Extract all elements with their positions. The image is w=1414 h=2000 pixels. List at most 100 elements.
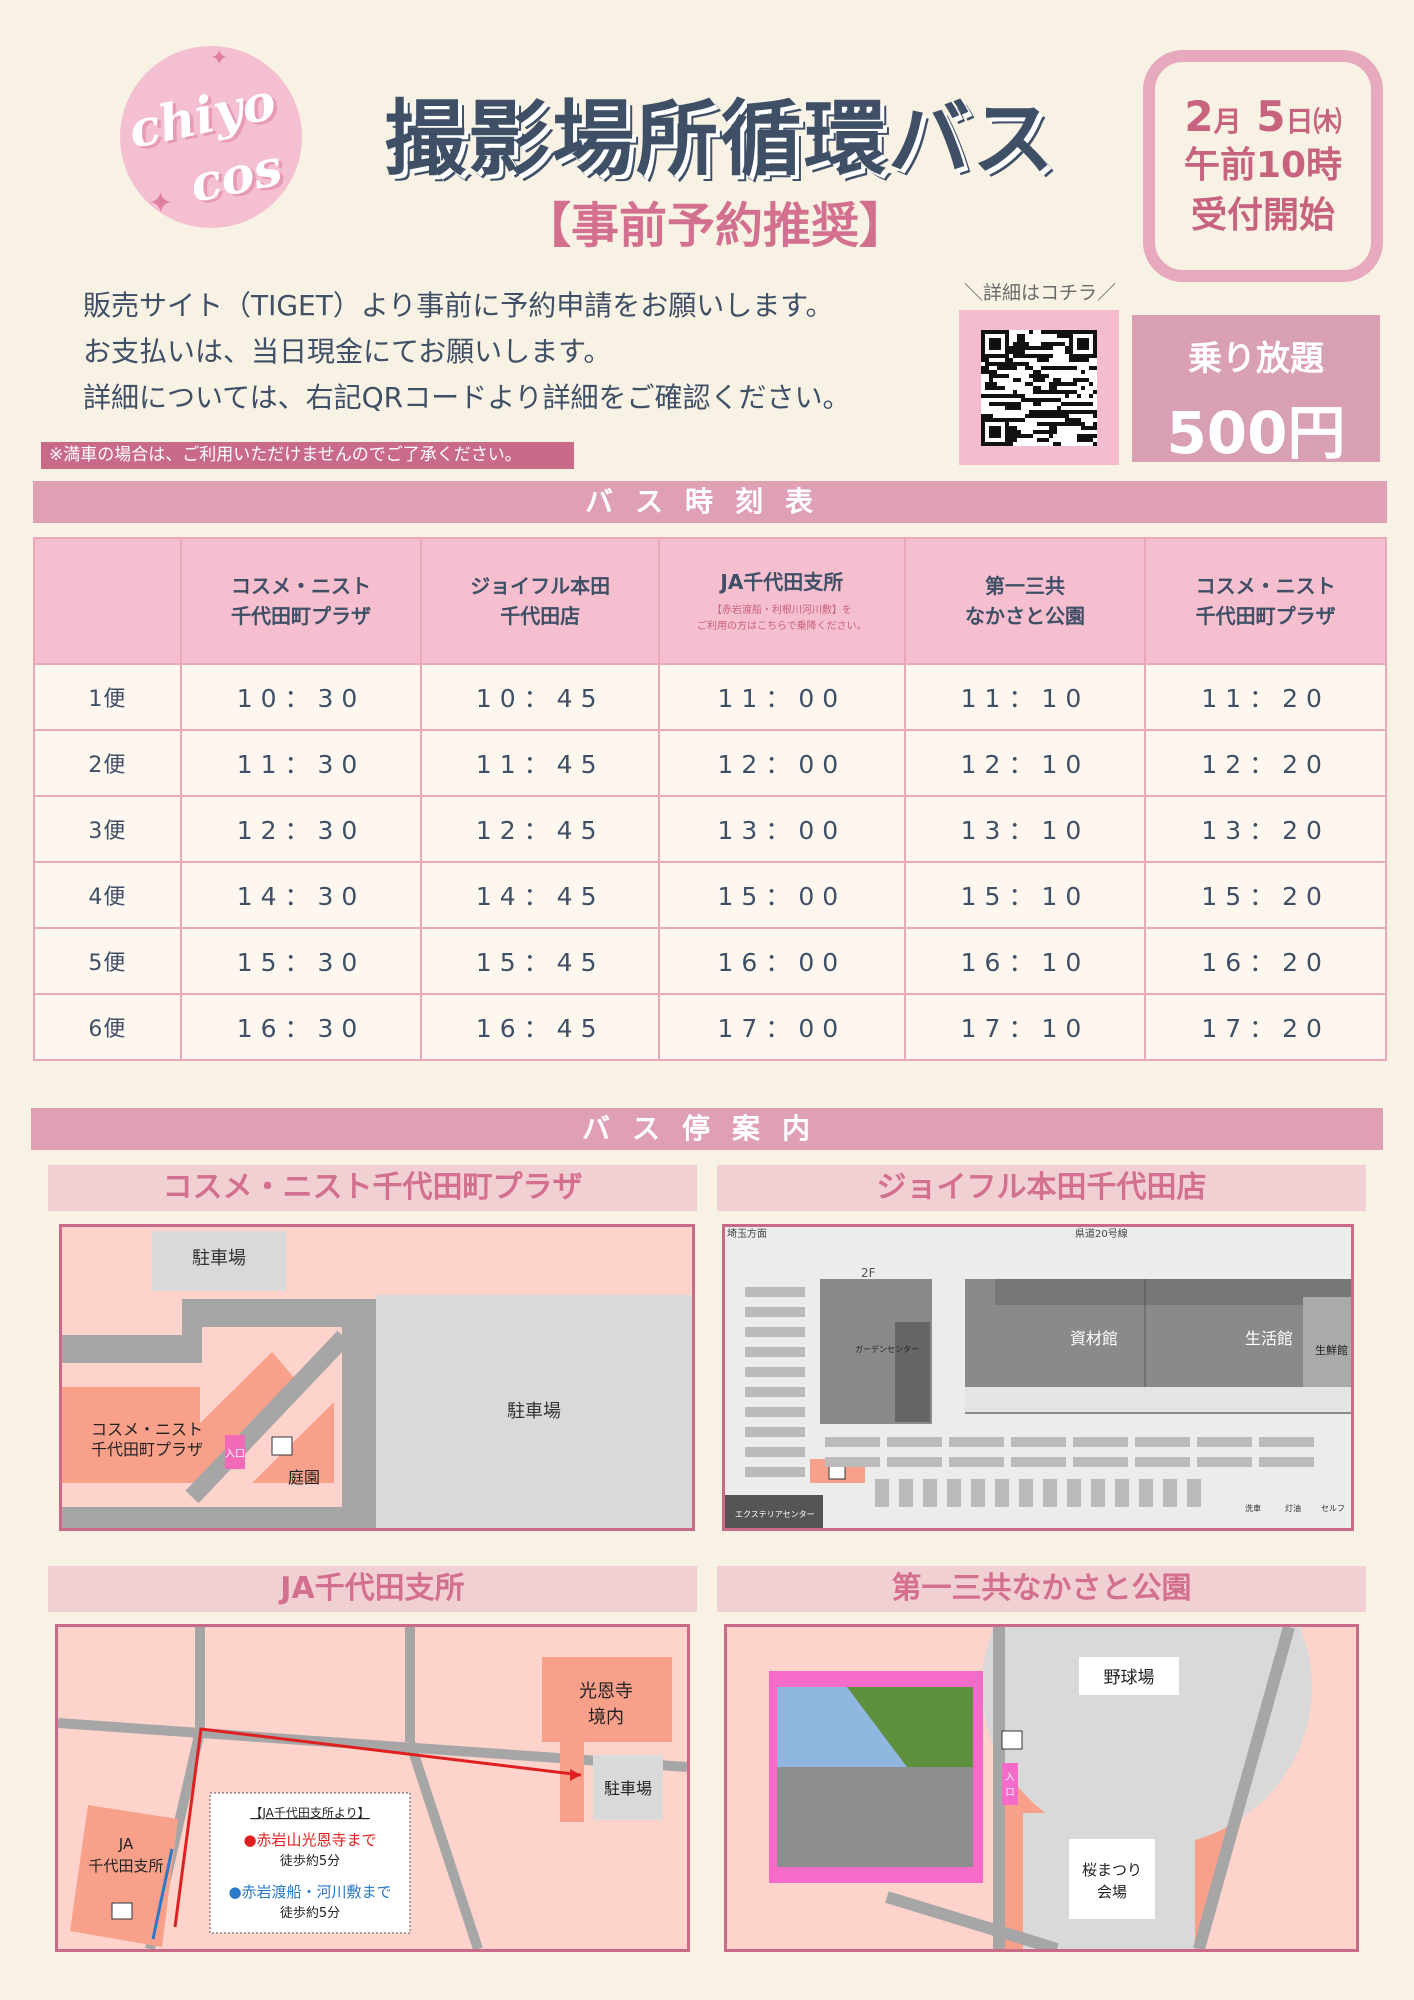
column-header: JA千代田支所 【赤岩渡船・利根川河川敷】を ご利用の方はこちらで乗降ください。	[658, 537, 906, 665]
departure-time: 12：20	[1144, 729, 1387, 797]
corner-cell	[33, 537, 182, 665]
departure-time: 13：10	[903, 795, 1147, 863]
entrance-label: 入	[1005, 1772, 1014, 1783]
departure-time: 15：45	[420, 927, 661, 995]
parking-label: 駐車場	[507, 1401, 561, 1422]
weekday: ㈭	[1313, 105, 1342, 138]
departure-time: 17：10	[903, 993, 1147, 1061]
column-header: コスメ・ニスト 千代田町プラザ	[179, 537, 423, 665]
month: 2	[1184, 92, 1214, 141]
trip-number: 3便	[33, 795, 182, 863]
price-box: 乗り放題 500円	[1132, 315, 1380, 467]
bus-stop-icon	[111, 1902, 133, 1920]
timetable: コスメ・ニスト 千代田町プラザ ジョイフル本田 千代田店 JA千代田支所 【赤岩渡船・…	[33, 537, 1387, 1061]
oil-label: 灯油	[1285, 1503, 1301, 1513]
wash-label: 洗車	[1245, 1503, 1261, 1513]
table-row: 4便 14：30 14：45 15：00 15：10 15：20	[33, 861, 1387, 929]
map-title-ja: JA千代田支所	[48, 1566, 697, 1612]
departure-time: 11：45	[420, 729, 661, 797]
store-label: コスメ・ニスト	[91, 1420, 203, 1439]
departure-time: 15：30	[179, 927, 423, 995]
column-header: コスメ・ニスト 千代田町プラザ	[1144, 537, 1387, 665]
entrance-label: 入口	[225, 1449, 245, 1460]
date-badge: 2月 5日㈭ 午前10時 受付開始	[1143, 50, 1383, 282]
departure-time: 11：00	[658, 663, 906, 731]
ja-label: 千代田支所	[88, 1857, 163, 1875]
table-row: 6便 16：30 16：45 17：00 17：10 17：20	[33, 993, 1387, 1061]
departure-time: 11：10	[903, 663, 1147, 731]
departure-time: 12：10	[903, 729, 1147, 797]
garden-label: 庭園	[288, 1468, 320, 1487]
sparkle-icon: ✦	[210, 46, 229, 71]
departure-time: 13：00	[658, 795, 906, 863]
page-title: 撮影場所循環バス	[383, 92, 1056, 187]
chiyocos-logo: chiyo cos ✦ ✦	[120, 46, 302, 228]
column-header: 第一三共 なかさと公園	[903, 537, 1147, 665]
start-time: 午前10時	[1183, 145, 1343, 186]
destination-river: ●赤岩渡船・河川敷まで	[228, 1883, 391, 1901]
departure-time: 13：20	[1144, 795, 1387, 863]
reservation-recommended: 【事前予約推奨】	[522, 198, 907, 254]
full-bus-note: ※満車の場合は、ご利用いただけませんのでご了承ください。	[41, 442, 574, 469]
price-amount: 500円	[1166, 399, 1346, 467]
exterior-label: エクステリアセンター	[735, 1510, 815, 1519]
bus-stop-guide-header: バス停案内	[31, 1108, 1383, 1150]
parking-label: 駐車場	[604, 1779, 652, 1798]
self-label: セルフ	[1321, 1504, 1345, 1513]
walk-time: 徒歩約5分	[280, 1906, 340, 1921]
departure-time: 16：30	[179, 993, 423, 1061]
map-title-cosme: コスメ・ニスト千代田町プラザ	[48, 1165, 697, 1211]
price-label: 乗り放題	[1188, 339, 1324, 379]
sparkle-icon: ✦	[148, 186, 174, 221]
departure-time: 16：20	[1144, 927, 1387, 995]
map-ja: 光恩寺 境内 駐車場 JA 千代田支所 【JA千代田支所より】 ●赤岩山光恩寺ま…	[55, 1624, 690, 1952]
trip-number: 5便	[33, 927, 182, 995]
shizai-label: 資材館	[1070, 1329, 1118, 1348]
departure-time: 15：10	[903, 861, 1147, 929]
temple-label: 境内	[588, 1707, 624, 1728]
bus-stop-icon	[1001, 1730, 1023, 1750]
departure-time: 10：30	[179, 663, 423, 731]
trip-number: 2便	[33, 729, 182, 797]
day-unit: 日	[1285, 105, 1314, 138]
departure-time: 11：20	[1144, 663, 1387, 731]
road-label: 県道20号線	[1075, 1227, 1128, 1240]
details-label: ＼詳細はコチラ／	[963, 282, 1116, 304]
departure-time: 14：45	[420, 861, 661, 929]
trip-number: 1便	[33, 663, 182, 731]
table-row: 1便 10：30 10：45 11：00 11：10 11：20	[33, 663, 1387, 731]
departure-time: 10：45	[420, 663, 661, 731]
map-park: 野球場 桜まつり 会場 入 口	[724, 1624, 1359, 1952]
map-title-joyful: ジョイフル本田千代田店	[717, 1165, 1366, 1211]
table-row: 5便 15：30 15：45 16：00 16：10 16：20	[33, 927, 1387, 995]
sakura-label: 桜まつり	[1082, 1861, 1142, 1879]
trip-number: 6便	[33, 993, 182, 1061]
departure-time: 11：30	[179, 729, 423, 797]
sakura-label: 会場	[1097, 1883, 1127, 1901]
departure-time: 12：45	[420, 795, 661, 863]
timetable-header: バス時刻表	[33, 481, 1387, 523]
logo-text-2: cos	[184, 137, 288, 214]
departure-time: 16：00	[658, 927, 906, 995]
store-label: 千代田町プラザ	[91, 1440, 203, 1459]
seikatsu-label: 生活館	[1245, 1329, 1293, 1348]
departure-time: 14：30	[179, 861, 423, 929]
column-header: ジョイフル本田 千代田店	[420, 537, 661, 665]
departure-time: 17：00	[658, 993, 906, 1061]
ja-label: JA	[118, 1835, 134, 1853]
parking-label: 駐車場	[192, 1248, 246, 1269]
table-row: 2便 11：30 11：45 12：00 12：10 12：20	[33, 729, 1387, 797]
seisen-label: 生鮮館	[1315, 1343, 1348, 1357]
trip-number: 4便	[33, 861, 182, 929]
map-joyful: 埼玉方面 県道20号線 2F ガーデンセンター 資材館 生活館 生鮮館 エクステ…	[722, 1224, 1354, 1531]
direction-label: 埼玉方面	[727, 1227, 767, 1240]
baseball-label: 野球場	[1104, 1668, 1155, 1688]
start-label: 受付開始	[1190, 195, 1335, 236]
walk-time: 徒歩約5分	[280, 1854, 340, 1869]
departure-time: 12：00	[658, 729, 906, 797]
table-header-row: コスメ・ニスト 千代田町プラザ ジョイフル本田 千代田店 JA千代田支所 【赤岩渡船・…	[33, 537, 1387, 665]
departure-time: 12：30	[179, 795, 423, 863]
qr-code[interactable]	[959, 310, 1119, 465]
box-title: 【JA千代田支所より】	[250, 1806, 369, 1820]
destination-temple: ●赤岩山光恩寺まで	[243, 1831, 376, 1849]
